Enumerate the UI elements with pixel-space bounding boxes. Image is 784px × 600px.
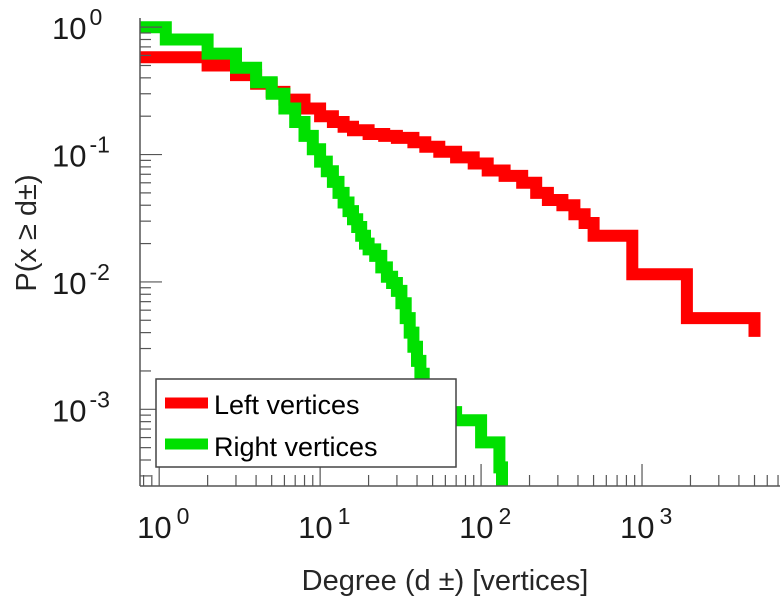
legend-box	[155, 378, 457, 468]
x-tick-label: 10 0	[137, 503, 189, 545]
tick-label-layer: 10 0 10 1 10 2 10 3 10 0 10 -1 10 -2 10 -3	[52, 4, 672, 545]
legend: Left vertices Right vertices	[155, 378, 457, 468]
y-tick-label: 10 -1	[52, 132, 110, 174]
series-line-left-vertices	[140, 51, 761, 337]
axis-layer	[139, 18, 780, 487]
y-tick-label: 10 -2	[52, 259, 110, 301]
y-axis-label: P(x ≥ d±)	[11, 174, 43, 291]
y-tick-label: 10 0	[52, 4, 102, 46]
y-tick-label: 10 -3	[52, 386, 110, 428]
legend-label-left: Left vertices	[214, 390, 360, 420]
x-axis-label: Degree (d ±) [vertices]	[302, 565, 589, 597]
x-tick-label: 10 3	[620, 503, 672, 545]
x-tick-label: 10 2	[459, 503, 511, 545]
x-tick-label: 10 1	[298, 503, 350, 545]
legend-label-right: Right vertices	[214, 432, 378, 462]
